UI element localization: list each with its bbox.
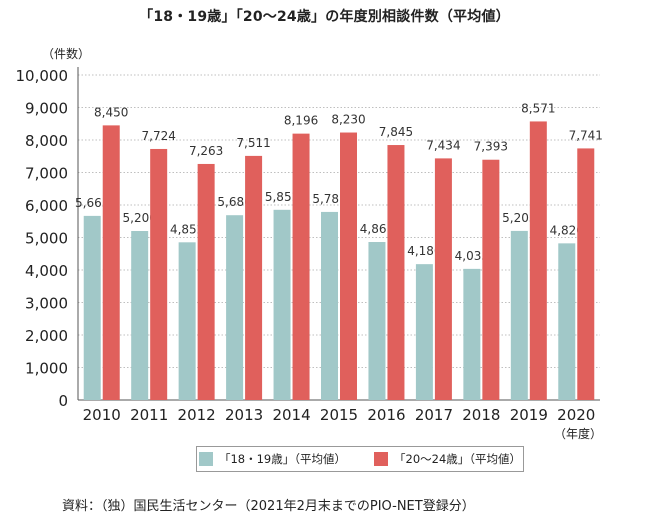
bar-20-24 [245,155,263,400]
legend-item-20-24: 「20〜24歳」（平均値） [374,451,521,467]
bar-20-24 [529,121,547,400]
y-tick-label: 9,000 [25,100,68,118]
legend-swatch-20-24 [374,452,388,466]
x-tick-label: 2012 [178,406,216,424]
bar-18-19 [83,215,101,400]
data-label-18-19: 4,035 [455,249,489,263]
legend: 「18・19歳」（平均値） 「20〜24歳」（平均値） [196,446,524,472]
legend-swatch-18-19 [198,452,213,466]
bar-18-19 [368,242,386,400]
data-label-18-19: 4,820 [550,223,584,237]
bar-20-24 [102,125,120,400]
bar-18-19 [273,209,291,400]
bar-20-24 [434,158,452,400]
data-label-18-19: 5,200 [123,211,157,225]
data-label-18-19: 4,180 [407,244,441,258]
bar-18-19 [415,264,433,400]
data-label-20-24: 7,724 [142,129,176,143]
bar-18-19 [226,215,244,400]
y-tick-label: 5,000 [25,230,68,248]
x-tick-label: 2017 [415,406,453,424]
data-label-18-19: 5,787 [312,192,346,206]
data-label-20-24: 7,511 [236,136,270,150]
data-label-20-24: 7,845 [379,125,413,139]
y-tick-label: 8,000 [25,132,68,150]
data-label-18-19: 5,665 [75,196,109,210]
x-axis-label: （年度） [554,426,602,440]
data-label-18-19: 4,852 [170,222,204,236]
bar-18-19 [321,211,338,400]
x-tick-label: 2011 [130,406,168,424]
bar-20-24 [387,145,405,400]
x-tick-label: 2020 [557,406,595,424]
data-label-20-24: 7,393 [474,140,508,154]
bar-18-19 [463,268,481,400]
data-label-20-24: 8,230 [331,113,365,127]
x-tick-label: 2015 [320,406,358,424]
bar-20-24 [577,148,595,400]
legend-label-18-19: 「18・19歳」（平均値） [218,452,346,466]
bar-18-19 [178,242,196,400]
data-label-20-24: 8,450 [94,105,128,119]
bar-20-24 [340,132,357,400]
y-tick-label: 7,000 [25,165,68,183]
y-tick-label: 1,000 [25,360,68,378]
y-axis-label: （件数） [42,46,90,61]
x-tick-label: 2013 [225,406,263,424]
data-label-18-19: 5,852 [265,190,299,204]
data-label-20-24: 7,434 [426,138,460,152]
x-tick-label: 2010 [83,406,121,424]
y-tick-label: 10,000 [16,67,69,85]
bar-20-24 [197,163,215,400]
bar-18-19 [558,243,576,400]
data-label-20-24: 7,263 [189,144,223,158]
source-note: 資料：（独）国民生活センター（2021年2月末までのPIO-NET登録分） [62,499,475,514]
data-label-18-19: 5,203 [502,211,536,225]
data-label-20-24: 7,741 [569,128,603,142]
bar-20-24 [292,133,310,400]
data-label-20-24: 8,196 [284,114,318,128]
data-label-20-24: 8,571 [521,101,555,115]
bar-20-24 [150,148,168,400]
x-tick-label: 2016 [367,406,405,424]
bar-20-24 [482,159,500,400]
x-tick-label: 2014 [272,406,310,424]
data-label-18-19: 4,861 [360,222,394,236]
bar-chart: 0 1,000 2,000 3,000 4,000 5,000 6,000 7,000 8,00… [16,46,603,440]
bar-18-19 [510,230,528,400]
x-tick-label: 2018 [462,406,500,424]
legend-item-18-19: 「18・19歳」（平均値） [198,451,346,467]
legend-label-20-24: 「20〜24歳」（平均値） [394,452,522,466]
data-label-18-19: 5,686 [217,195,251,209]
y-tick-label: 2,000 [25,327,68,345]
y-tick-label: 3,000 [25,295,68,313]
y-tick-label: 4,000 [25,262,68,280]
y-tick-label: 0 [58,392,68,410]
chart-title: 「18・19歳」「20〜24歳」の年度別相談件数（平均値） [139,9,510,25]
y-tick-label: 6,000 [25,197,68,215]
x-tick-label: 2019 [510,406,548,424]
bar-18-19 [131,231,149,400]
